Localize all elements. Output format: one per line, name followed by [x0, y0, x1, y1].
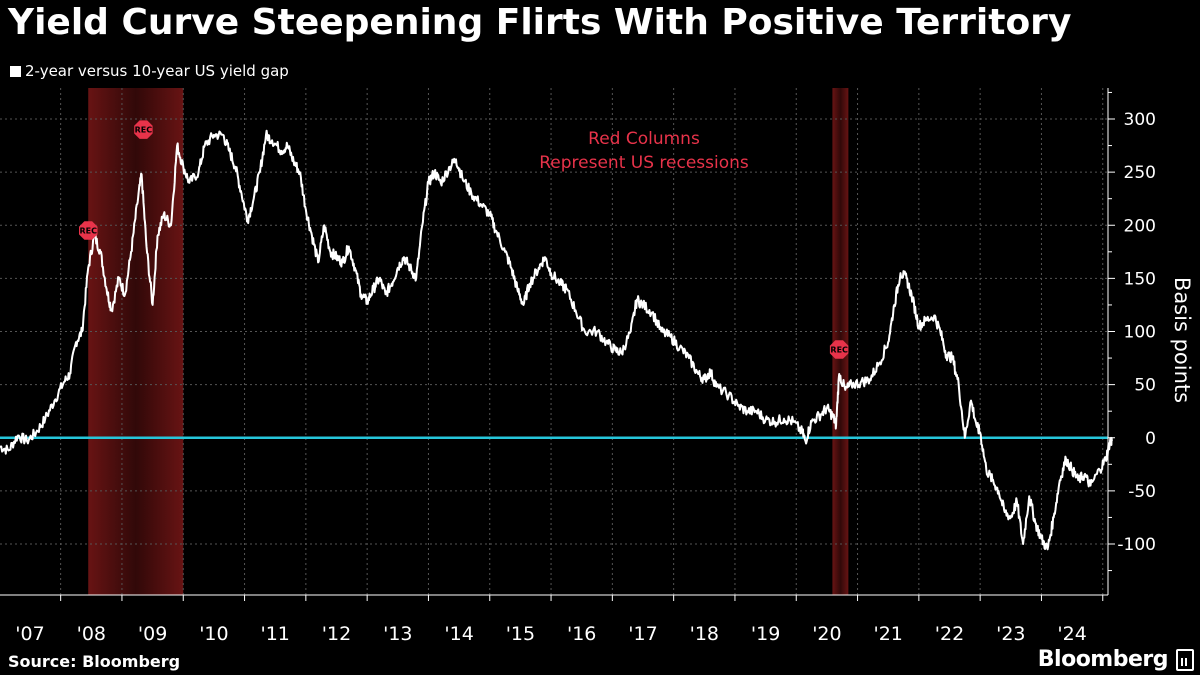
axes: -100 -50 0 50 100 150 200 250 300 Basis points '07… — [0, 88, 1194, 645]
y-tick-label: 100 — [1124, 323, 1156, 343]
x-tick-label: '24 — [1057, 623, 1086, 645]
annotation-line-1: Represent US recessions — [539, 153, 749, 173]
annotation: Red Columns Represent US recessions — [539, 129, 749, 173]
series-line-0 — [0, 129, 1113, 551]
y-tick-label: 50 — [1134, 376, 1156, 396]
x-tick-label: '10 — [199, 623, 228, 645]
x-tick-label: '07 — [15, 623, 44, 645]
x-tick-label: '16 — [567, 623, 596, 645]
recession-band-0 — [88, 88, 184, 595]
x-tick-label: '11 — [260, 623, 289, 645]
x-tick-label: '22 — [935, 623, 964, 645]
legend: 2-year versus 10-year US yield gap — [10, 62, 289, 80]
rec-marker-label: REC — [135, 126, 153, 135]
x-tick-label: '09 — [138, 623, 167, 645]
x-tick-label: '12 — [322, 623, 351, 645]
rec-marker-label: REC — [79, 227, 97, 236]
x-tick-label: '14 — [444, 623, 473, 645]
rec-marker-label: REC — [830, 346, 848, 355]
chart-title: Yield Curve Steepening Flirts With Posit… — [8, 2, 1072, 43]
y-tick-label: -100 — [1117, 535, 1156, 555]
x-tick-label: '15 — [506, 623, 535, 645]
brand-logo: Bloomberg — [1037, 647, 1169, 672]
x-tick-label: '18 — [690, 623, 719, 645]
x-tick-label: '20 — [812, 623, 841, 645]
rec-marker-0: REC — [79, 221, 98, 240]
y-tick-label: 300 — [1124, 110, 1156, 130]
rec-marker-shape — [829, 340, 849, 359]
recession-markers: REC REC REC — [79, 120, 849, 359]
source-note: Source: Bloomberg — [8, 652, 181, 671]
y-tick-label: 150 — [1124, 269, 1156, 289]
x-tick-label: '17 — [628, 623, 657, 645]
y-tick-label: -50 — [1128, 482, 1156, 502]
annotation-line-0: Red Columns — [588, 129, 700, 149]
y-axis-title: Basis points — [1170, 277, 1194, 403]
y-tick-label: 200 — [1124, 216, 1156, 236]
rec-marker-1: REC — [134, 120, 153, 139]
terminal-icon — [1176, 649, 1194, 671]
y-tick-label: 0 — [1145, 429, 1156, 449]
x-tick-label: '19 — [751, 623, 780, 645]
x-tick-label: '08 — [77, 623, 106, 645]
x-tick-label: '21 — [873, 623, 902, 645]
legend-swatch — [10, 65, 21, 77]
y-tick-label: 250 — [1124, 163, 1156, 183]
x-tick-label: '23 — [996, 623, 1025, 645]
series — [0, 129, 1113, 551]
rec-marker-shape — [79, 221, 98, 240]
rec-marker-2: REC — [829, 340, 849, 359]
legend-label: 2-year versus 10-year US yield gap — [25, 62, 289, 80]
x-tick-label: '13 — [383, 623, 412, 645]
rec-marker-shape — [134, 120, 153, 139]
